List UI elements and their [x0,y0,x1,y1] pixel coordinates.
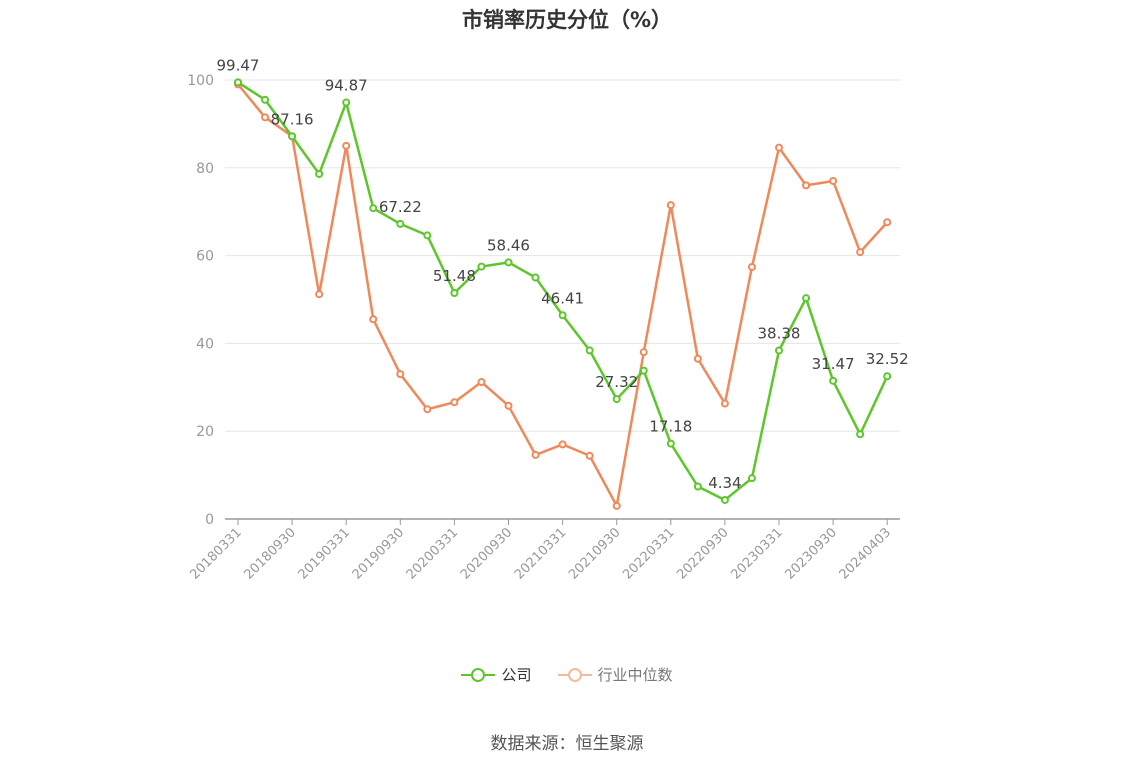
grid-lines [225,79,900,432]
data-label-company-20230331: 38.38 [758,325,801,343]
x-tick-label-20220331: 20220331 [620,525,677,582]
data-label-company-20200331: 51.48 [433,267,476,285]
data-point-company-20190630 [369,204,378,213]
x-tick-label-20190930: 20190930 [350,525,407,582]
y-tick-label-20: 20 [196,424,214,440]
data-point-industry-20200630 [477,378,486,387]
x-tick-label-20210930: 20210930 [566,525,623,582]
data-point-company-20220630 [693,482,702,491]
legend-swatch-company [461,667,496,683]
data-label-company-20180331: 99.47 [217,56,260,74]
data-point-industry-20230630 [802,181,811,190]
series-layer [234,78,892,510]
data-point-industry-20220630 [693,354,702,363]
data-point-industry-20221231 [747,263,756,272]
data-point-industry-20180630 [261,113,270,122]
series-industry-median [234,80,892,510]
data-label-company-20190930: 67.22 [379,198,422,216]
data-point-company-20190331 [342,98,351,107]
data-point-industry-20230331 [775,143,783,152]
data-label-company-20210930: 27.32 [595,373,638,391]
data-point-company-20230630 [802,294,811,303]
data-point-industry-20230930 [829,176,838,185]
data-point-industry-20220331 [666,201,675,210]
data-label-company-20200930: 58.46 [487,236,530,254]
data-point-industry-20200331 [450,398,459,407]
y-tick-label-100: 100 [187,73,214,89]
data-point-industry-20190630 [369,315,378,324]
data-point-company-20230331 [775,346,783,355]
data-label-company-20230930: 31.47 [812,355,855,373]
x-tick-label-20220930: 20220930 [674,525,731,582]
data-point-industry-20200930 [504,401,513,410]
data-point-company-20220331 [666,439,675,448]
data-point-company-20210331 [558,311,567,320]
data-point-company-20180630 [261,95,270,104]
x-tick-label-20210331: 20210331 [512,525,569,582]
data-point-company-20211231 [639,366,648,375]
data-point-company-20180930 [288,132,297,141]
data-point-company-20180331 [234,78,242,87]
data-point-company-20190930 [396,219,405,228]
data-label-company-20190331: 94.87 [325,77,368,95]
data-point-company-20210930 [612,395,621,404]
data-point-company-20200630 [477,262,486,271]
data-labels: 99.47 87.16 94.87 67.22 51.48 58.46 46.41 27.32… [217,56,909,492]
data-label-company-20240403: 32.52 [866,350,909,368]
x-tick-label-20180930: 20180930 [242,525,299,582]
chart-title: 市销率历史分位（%） [461,8,673,32]
data-point-industry-20210630 [585,451,594,460]
data-point-company-20200331 [450,289,459,298]
series-company [234,78,892,504]
data-point-industry-20240403 [883,218,892,227]
x-tick-label-20190331: 20190331 [296,525,353,582]
y-tick-label-60: 60 [196,249,214,265]
x-tick-label-20200930: 20200930 [458,525,515,582]
data-point-industry-20201231 [531,450,540,459]
y-tick-label-80: 80 [196,161,214,177]
legend: 公司 行业中位数 [0,664,1134,685]
data-point-industry-20231231 [856,248,865,257]
data-point-company-20240403 [883,372,892,381]
data-point-industry-20190930 [396,370,405,379]
x-tick-label-20240403: 20240403 [837,525,894,582]
legend-label-company: 公司 [501,666,532,684]
legend-swatch-industry-median [557,667,592,683]
data-point-industry-20210930 [612,501,621,510]
data-point-company-20221231 [747,474,756,483]
data-point-industry-20211231 [639,348,648,357]
data-point-industry-20190331 [342,141,351,150]
x-tick-label-20180331: 20180331 [187,525,244,582]
data-source-note: 数据来源：恒生聚源 [490,734,644,754]
data-label-company-20210331: 46.41 [541,289,584,307]
y-tick-label-0: 0 [205,512,214,528]
data-label-company-20220930: 4.34 [708,474,741,492]
data-point-company-20230930 [829,376,838,385]
data-point-industry-20210331 [558,440,567,449]
data-point-company-20200930 [504,258,513,267]
x-tick-label-20200331: 20200331 [404,525,461,582]
legend-item-industry-median[interactable]: 行业中位数 [557,664,673,685]
legend-label-industry-median: 行业中位数 [597,666,673,684]
data-point-company-20191231 [423,231,432,240]
x-tick-label-20230930: 20230930 [783,525,840,582]
data-point-company-20231231 [856,430,865,439]
data-point-industry-20191231 [423,405,432,414]
data-point-company-20210630 [585,346,594,355]
data-point-industry-20181231 [315,290,324,299]
data-point-industry-20220930 [720,399,729,408]
legend-item-company[interactable]: 公司 [461,664,532,685]
data-point-company-20220930 [720,495,729,504]
data-point-company-20201231 [531,273,540,282]
data-label-company-20180930: 87.16 [271,110,314,128]
data-label-company-20220331: 17.18 [649,418,692,436]
x-tick-label-20230331: 20230331 [728,525,785,582]
y-tick-label-40: 40 [196,336,214,352]
data-point-company-20181231 [315,169,324,178]
